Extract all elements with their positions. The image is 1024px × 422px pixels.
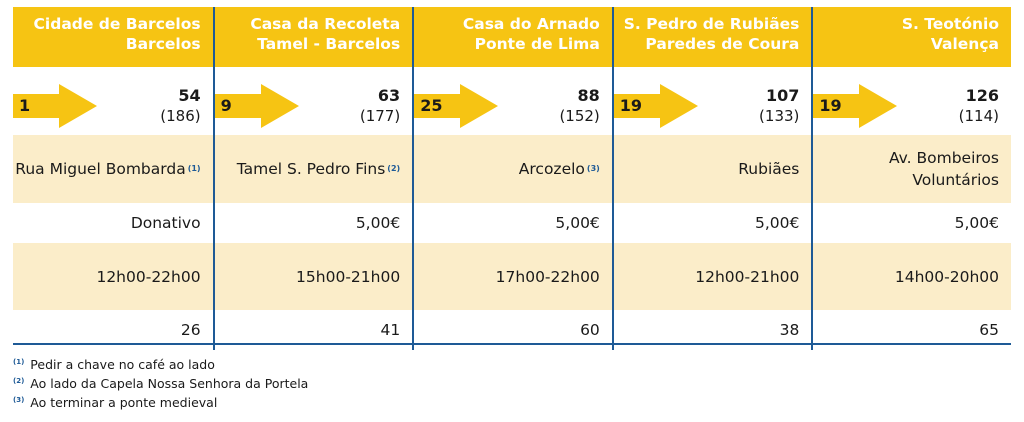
footnote-mark: (1) xyxy=(13,358,25,366)
arrow-icon xyxy=(613,84,698,128)
location-cell: Rua Miguel Bombarda (1) xyxy=(13,135,213,203)
albergue-column: S. Pedro de Rubiães Paredes de Coura 19 … xyxy=(611,7,812,350)
location-text: Rua Miguel Bombarda xyxy=(15,160,186,178)
albergue-name: Cidade de Barcelos xyxy=(33,15,201,33)
hours-cell: 14h00-20h00 xyxy=(813,243,1011,310)
column-header: S. Pedro de Rubiães Paredes de Coura xyxy=(613,7,812,67)
footnotes: (1) Pedir a chave no café ao lado (2) Ao l… xyxy=(13,354,308,411)
arrow-icon xyxy=(214,84,299,128)
stage-row: 19 107 (133) xyxy=(613,72,812,135)
stage-number: 19 xyxy=(619,96,643,115)
stage-row: 1 54 (186) xyxy=(13,72,213,135)
distance-km: 126 xyxy=(965,86,999,105)
location-text-line2: Voluntários xyxy=(912,171,999,189)
albergue-table: Cidade de Barcelos Barcelos 1 54 (186) R… xyxy=(13,7,1011,350)
arrow-icon xyxy=(414,84,499,128)
table-bottom-rule xyxy=(13,343,1011,345)
footnote: (1) Pedir a chave no café ao lado xyxy=(13,354,308,373)
arrow-icon xyxy=(813,84,898,128)
arrow-icon xyxy=(13,84,97,128)
distance: 63 (177) xyxy=(360,85,400,127)
hours-cell: 17h00-22h00 xyxy=(414,243,612,310)
footnote-mark: (3) xyxy=(586,164,600,173)
distance: 107 (133) xyxy=(759,85,799,127)
distance-remaining: (177) xyxy=(359,107,401,125)
distance-km: 63 xyxy=(377,86,401,105)
footnote-text: Pedir a chave no café ao lado xyxy=(30,357,215,373)
location-cell: Arcozelo (3) xyxy=(414,135,612,203)
distance-remaining: (186) xyxy=(160,107,201,125)
location-text: Tamel S. Pedro Fins xyxy=(236,160,386,178)
distance-remaining: (133) xyxy=(759,107,800,125)
albergue-column: Cidade de Barcelos Barcelos 1 54 (186) R… xyxy=(13,7,213,350)
albergue-place: Paredes de Coura xyxy=(645,35,800,53)
footnote-text: Ao terminar a ponte medieval xyxy=(30,395,218,411)
albergue-column: Casa do Arnado Ponte de Lima 25 88 (152)… xyxy=(412,7,612,350)
stage-row: 19 126 (114) xyxy=(813,72,1011,135)
distance-km: 54 xyxy=(178,86,201,105)
location-text: Rubiães xyxy=(738,160,800,178)
albergue-name: S. Teotónio xyxy=(901,15,999,33)
albergue-name: S. Pedro de Rubiães xyxy=(623,15,800,33)
price-cell: 5,00€ xyxy=(613,203,812,243)
distance: 126 (114) xyxy=(959,85,999,127)
stage-row: 9 63 (177) xyxy=(214,72,413,135)
column-header: Cidade de Barcelos Barcelos xyxy=(13,7,213,67)
stage-number: 25 xyxy=(420,96,443,115)
footnote-mark: (3) xyxy=(13,396,25,405)
albergue-place: Barcelos xyxy=(125,35,201,53)
footnote-mark: (2) xyxy=(387,164,401,173)
distance: 54 (186) xyxy=(160,85,200,127)
distance-remaining: (114) xyxy=(958,107,999,125)
hours-cell: 12h00-22h00 xyxy=(13,243,213,310)
price-cell: Donativo xyxy=(13,203,213,243)
hours-cell: 12h00-21h00 xyxy=(613,243,812,310)
column-header: Casa do Arnado Ponte de Lima xyxy=(414,7,612,67)
stage-row: 25 88 (152) xyxy=(414,72,612,135)
albergue-name: Casa da Recoleta xyxy=(250,15,401,33)
distance-km: 107 xyxy=(765,86,800,105)
footnote-mark: (2) xyxy=(13,377,25,386)
price-cell: 5,00€ xyxy=(813,203,1011,243)
distance-km: 88 xyxy=(577,86,600,105)
footnote-text: Ao lado da Capela Nossa Senhora da Porte… xyxy=(30,376,309,392)
location-text: Arcozelo xyxy=(518,160,585,178)
distance-remaining: (152) xyxy=(559,107,600,125)
price-cell: 5,00€ xyxy=(414,203,612,243)
albergue-place: Valença xyxy=(930,35,999,53)
footnote: (2) Ao lado da Capela Nossa Senhora da Po… xyxy=(13,373,308,392)
stage-number: 19 xyxy=(819,96,842,115)
footnote-mark: (1) xyxy=(187,164,201,173)
albergue-column: Casa da Recoleta Tamel - Barcelos 9 63 (… xyxy=(212,7,413,350)
albergue-place: Ponte de Lima xyxy=(474,35,600,53)
albergue-name: Casa do Arnado xyxy=(462,15,600,33)
price-cell: 5,00€ xyxy=(214,203,413,243)
stage-number: 1 xyxy=(19,96,31,115)
column-header: Casa da Recoleta Tamel - Barcelos xyxy=(214,7,413,67)
footnote: (3) Ao terminar a ponte medieval xyxy=(13,392,308,411)
location-cell: Rubiães xyxy=(613,135,812,203)
column-header: S. Teotónio Valença xyxy=(813,7,1011,67)
location-text: Av. Bombeiros xyxy=(888,149,999,167)
distance: 88 (152) xyxy=(559,85,599,127)
location-cell: Av. Bombeiros Voluntários xyxy=(813,135,1011,203)
albergue-column: S. Teotónio Valença 19 126 (114) Av. Bom… xyxy=(811,7,1011,350)
albergue-place: Tamel - Barcelos xyxy=(257,35,401,53)
stage-number: 9 xyxy=(220,96,232,115)
hours-cell: 15h00-21h00 xyxy=(214,243,413,310)
location-cell: Tamel S. Pedro Fins (2) xyxy=(214,135,413,203)
